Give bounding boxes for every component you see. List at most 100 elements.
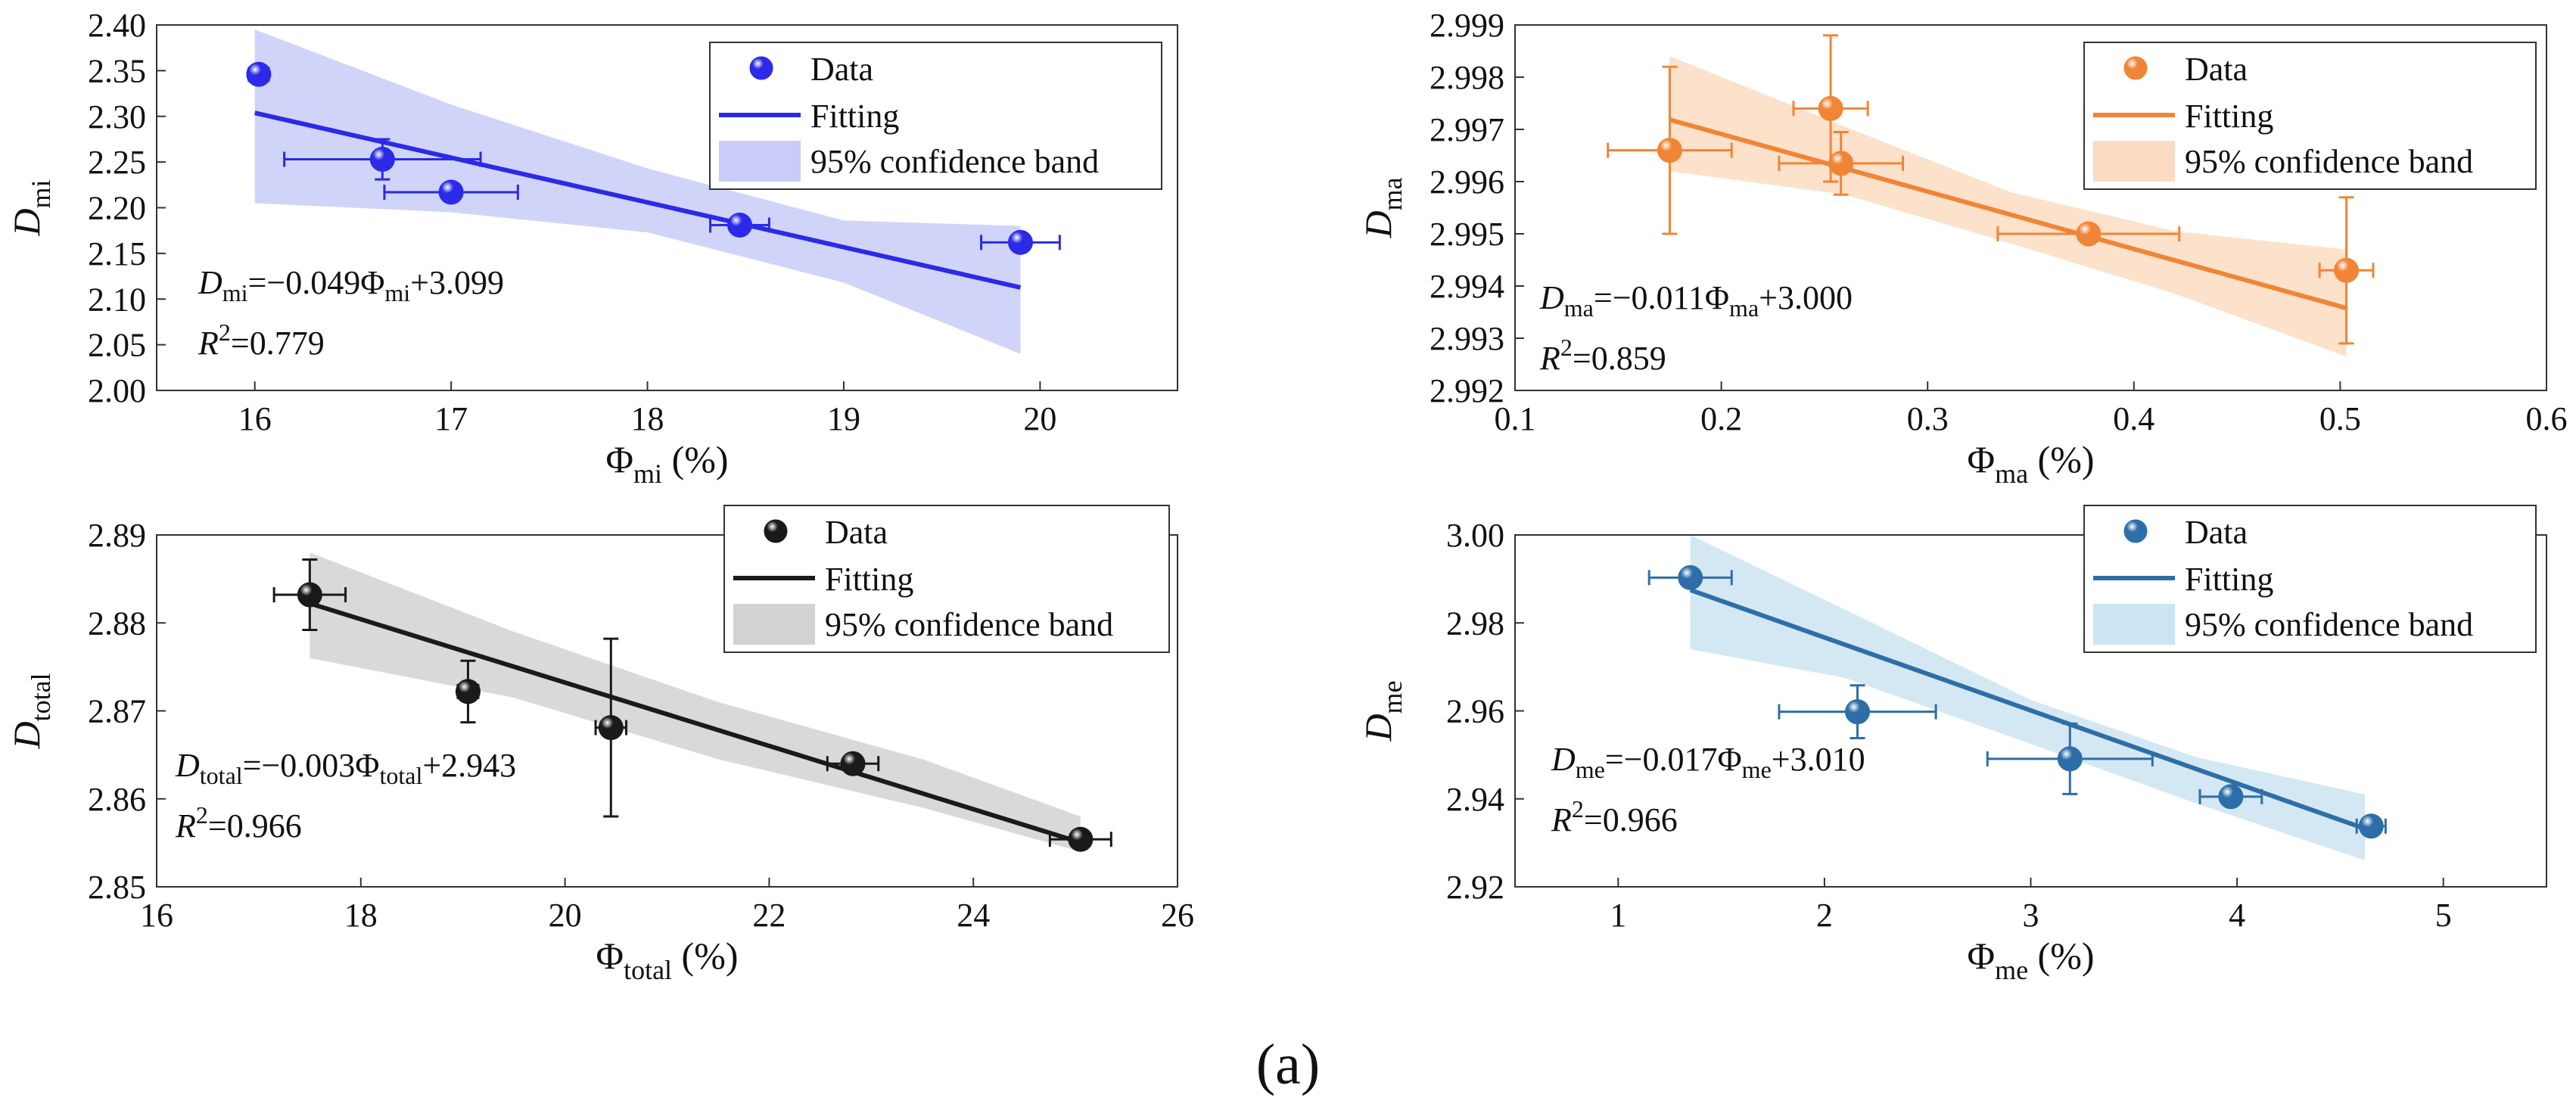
chart-total: 16 18 20 22 24 26 2.85 2.86 2.87 2.88 2.89 Φtotal (… xyxy=(5,505,1194,985)
legend-me: Data Fitting 95% confidence band xyxy=(2083,505,2537,653)
chart-ma: 0.1 0.2 0.3 0.4 0.5 0.6 2.992 2.993 2.994 2.995 2.… xyxy=(1357,7,2568,489)
legend-total: Data Fitting 95% confidence band xyxy=(723,505,1170,653)
legend-data-label: Data xyxy=(2185,51,2248,88)
data-marker xyxy=(840,751,866,776)
x-tick-label-ma: 0.5 xyxy=(2319,400,2361,437)
x-tick-label-me: 4 xyxy=(2229,897,2245,934)
fit-equation-ma: Dma=−0.011Φma+3.000 xyxy=(1539,279,1853,322)
data-marker xyxy=(1678,564,1703,590)
data-point-total xyxy=(594,637,628,818)
x-tick-label-me: 1 xyxy=(1610,897,1626,934)
fit-line-me xyxy=(1689,587,2366,832)
charts: 16 17 18 19 20 2.00 2.05 2.10 2.15 2.20 2.25 2.30 2.… xyxy=(5,7,2568,985)
data-point-mi xyxy=(283,138,482,181)
data-marker xyxy=(246,61,272,87)
y-tick-label-mi: 2.40 xyxy=(88,7,146,44)
data-marker xyxy=(455,679,481,704)
legend-band-swatch xyxy=(2093,604,2175,645)
r-squared-ma: R2=0.859 xyxy=(1539,334,1666,377)
legend-band-label: 95% confidence band xyxy=(2185,606,2473,643)
y-tick-label-ma: 2.998 xyxy=(1430,59,1504,96)
y-tick-label-me: 2.98 xyxy=(1446,605,1504,642)
fit-line-ma xyxy=(1669,117,2347,311)
y-tick-label-me: 2.96 xyxy=(1446,693,1504,730)
data-point-total xyxy=(826,751,880,776)
y-axis-label-ma: Dma xyxy=(1357,177,1408,238)
data-point-ma xyxy=(1996,221,2181,247)
data-point-mi xyxy=(709,212,770,238)
x-axis-label-total: Φtotal (%) xyxy=(596,934,739,985)
y-tick-label-mi: 2.05 xyxy=(88,327,146,364)
data-point-ma xyxy=(1792,34,1869,183)
data-point-mi xyxy=(980,229,1061,255)
x-tick-label-ma: 0.6 xyxy=(2526,400,2568,437)
y-tick-label-mi: 2.00 xyxy=(88,372,146,409)
data-point-mi xyxy=(383,179,519,205)
data-point-me xyxy=(2355,813,2387,839)
x-tick-label-me: 5 xyxy=(2435,897,2452,934)
legend-band-label: 95% confidence band xyxy=(810,143,1099,180)
data-marker xyxy=(1845,699,1871,725)
y-tick-label-total: 2.87 xyxy=(88,693,146,730)
legend-marker xyxy=(2123,56,2148,80)
legend-band-swatch xyxy=(2093,141,2175,182)
x-tick-label-mi: 16 xyxy=(238,400,272,437)
x-tick-label-ma: 0.4 xyxy=(2113,400,2154,437)
r-squared-mi: R2=0.779 xyxy=(198,319,325,362)
y-tick-label-total: 2.88 xyxy=(88,605,146,642)
x-tick-label-ma: 0.3 xyxy=(1907,400,1949,437)
r-squared-me: R2=0.966 xyxy=(1551,795,1678,838)
legend-band-swatch xyxy=(733,604,815,645)
figure-caption: (a) xyxy=(1256,1033,1320,1096)
x-tick-label-total: 26 xyxy=(1161,897,1194,934)
data-marker xyxy=(1068,826,1094,852)
y-tick-label-ma: 2.997 xyxy=(1430,111,1504,148)
y-axis-label-total: Dtotal xyxy=(5,673,56,749)
x-tick-label-me: 2 xyxy=(1816,897,1833,934)
data-point-me xyxy=(1778,684,1937,740)
x-tick-label-mi: 20 xyxy=(1023,400,1056,437)
y-axis-label-mi: Dmi xyxy=(5,179,56,236)
data-point-total xyxy=(455,659,481,724)
legend-fit-label: Fitting xyxy=(2185,98,2273,135)
data-marker xyxy=(297,582,322,608)
legend-mi: Data Fitting 95% confidence band xyxy=(709,42,1162,190)
x-tick-label-mi: 17 xyxy=(434,400,468,437)
legend-data-label: Data xyxy=(810,51,873,88)
data-marker xyxy=(1657,138,1682,163)
data-marker xyxy=(438,179,464,205)
y-tick-label-mi: 2.30 xyxy=(88,98,146,135)
data-point-ma xyxy=(1607,65,1733,235)
y-tick-label-ma: 2.992 xyxy=(1430,372,1504,409)
y-tick-label-mi: 2.15 xyxy=(88,235,146,272)
legend-marker xyxy=(2123,519,2148,543)
confidence-band-mi xyxy=(254,30,1021,354)
r-squared-total: R2=0.966 xyxy=(175,801,302,844)
x-axis-label-mi: Φmi (%) xyxy=(605,438,728,489)
y-tick-label-ma: 2.994 xyxy=(1430,268,1504,305)
data-marker xyxy=(2076,221,2102,247)
data-point-total xyxy=(1048,826,1112,852)
plot-frame-ma xyxy=(1514,24,2547,391)
legend-band-label: 95% confidence band xyxy=(825,606,1113,643)
x-axis-label-ma: Φma (%) xyxy=(1968,438,2095,489)
fit-equation-me: Dme=−0.017Φme+3.010 xyxy=(1551,741,1865,783)
data-point-me xyxy=(1986,722,2154,795)
y-tick-label-ma: 2.993 xyxy=(1430,320,1504,357)
chart-mi: 16 17 18 19 20 2.00 2.05 2.10 2.15 2.20 2.25 2.30 2.… xyxy=(5,7,1178,489)
data-marker xyxy=(1818,95,1843,121)
legend-data-label: Data xyxy=(825,514,888,551)
data-marker xyxy=(369,147,395,173)
y-tick-label-total: 2.85 xyxy=(88,869,146,906)
y-tick-label-me: 3.00 xyxy=(1446,517,1504,554)
data-marker xyxy=(2218,784,2244,810)
data-point-total xyxy=(272,558,347,632)
x-tick-label-mi: 19 xyxy=(827,400,860,437)
y-tick-label-me: 2.92 xyxy=(1446,869,1504,906)
data-point-me xyxy=(2198,784,2263,810)
legend-marker xyxy=(749,56,773,80)
x-tick-label-mi: 18 xyxy=(631,400,664,437)
legend-ma: Data Fitting 95% confidence band xyxy=(2083,42,2537,190)
data-point-me xyxy=(1647,564,1733,590)
